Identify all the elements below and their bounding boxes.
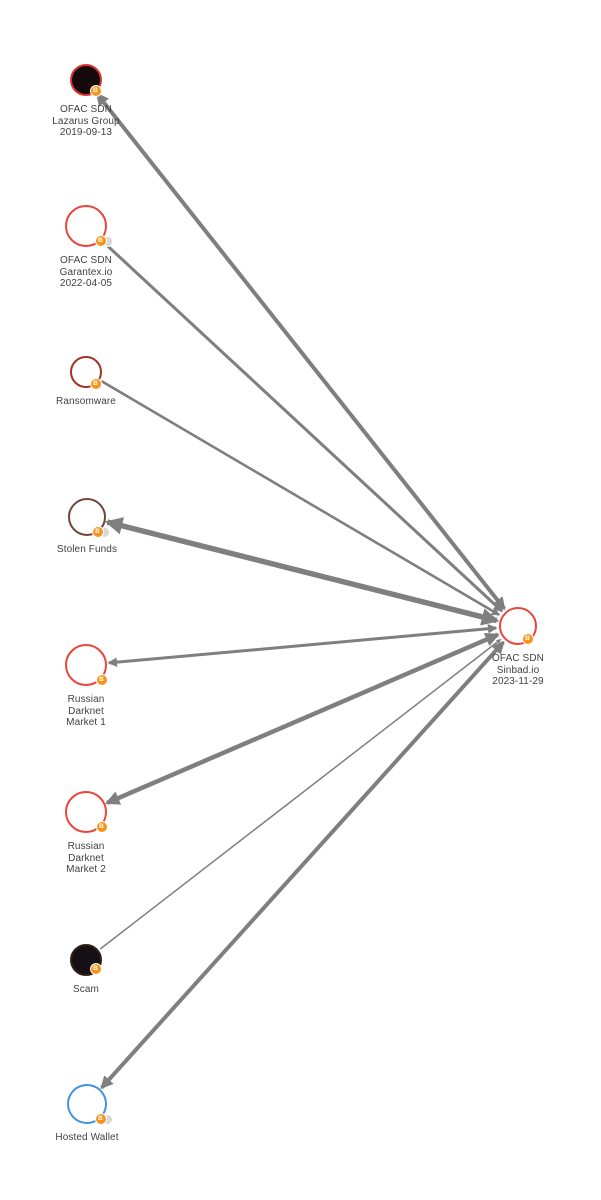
bitcoin-badge-icon: B [94,234,107,247]
bitcoin-badge-icon: B [91,525,104,538]
node-label: OFAC SDN Garantex.io 2022-04-05 [59,255,113,289]
bitcoin-badge-icon: B [89,84,102,97]
edge-scam-to-sinbad[interactable] [99,638,502,950]
node-label: Stolen Funds [56,544,118,555]
node-label: Ransomware [56,396,116,407]
node-label: Scam [73,984,99,995]
edge-lazarus-to-sinbad[interactable] [95,92,506,611]
node-label: OFAC SDN Lazarus Group 2019-09-13 [52,104,120,138]
bitcoin-badge-icon: B [89,377,102,390]
edge-ransomware-to-sinbad[interactable] [100,379,501,616]
node-label: Russian Darknet Market 2 [66,841,106,875]
edge-russian-darknet-market-1-to-sinbad[interactable] [107,623,498,667]
node-label: Russian Darknet Market 1 [66,694,106,728]
edge-stolen-funds-to-sinbad[interactable] [104,517,500,626]
bitcoin-badge-icon: B [95,673,108,686]
entity-circle[interactable] [70,64,102,96]
edge-garantex-to-sinbad[interactable] [101,240,503,613]
bitcoin-badge-icon: B [521,632,534,645]
edge-hosted-wallet-to-sinbad[interactable] [100,640,505,1090]
node-label: OFAC SDN Sinbad.io 2023-11-29 [492,653,544,687]
bitcoin-badge-icon: B [95,820,108,833]
node-label: Hosted Wallet [55,1132,119,1143]
bitcoin-badge-icon: B [89,962,102,975]
bitcoin-badge-icon: B [94,1112,107,1125]
edge-russian-darknet-market-2-to-sinbad[interactable] [105,632,500,805]
